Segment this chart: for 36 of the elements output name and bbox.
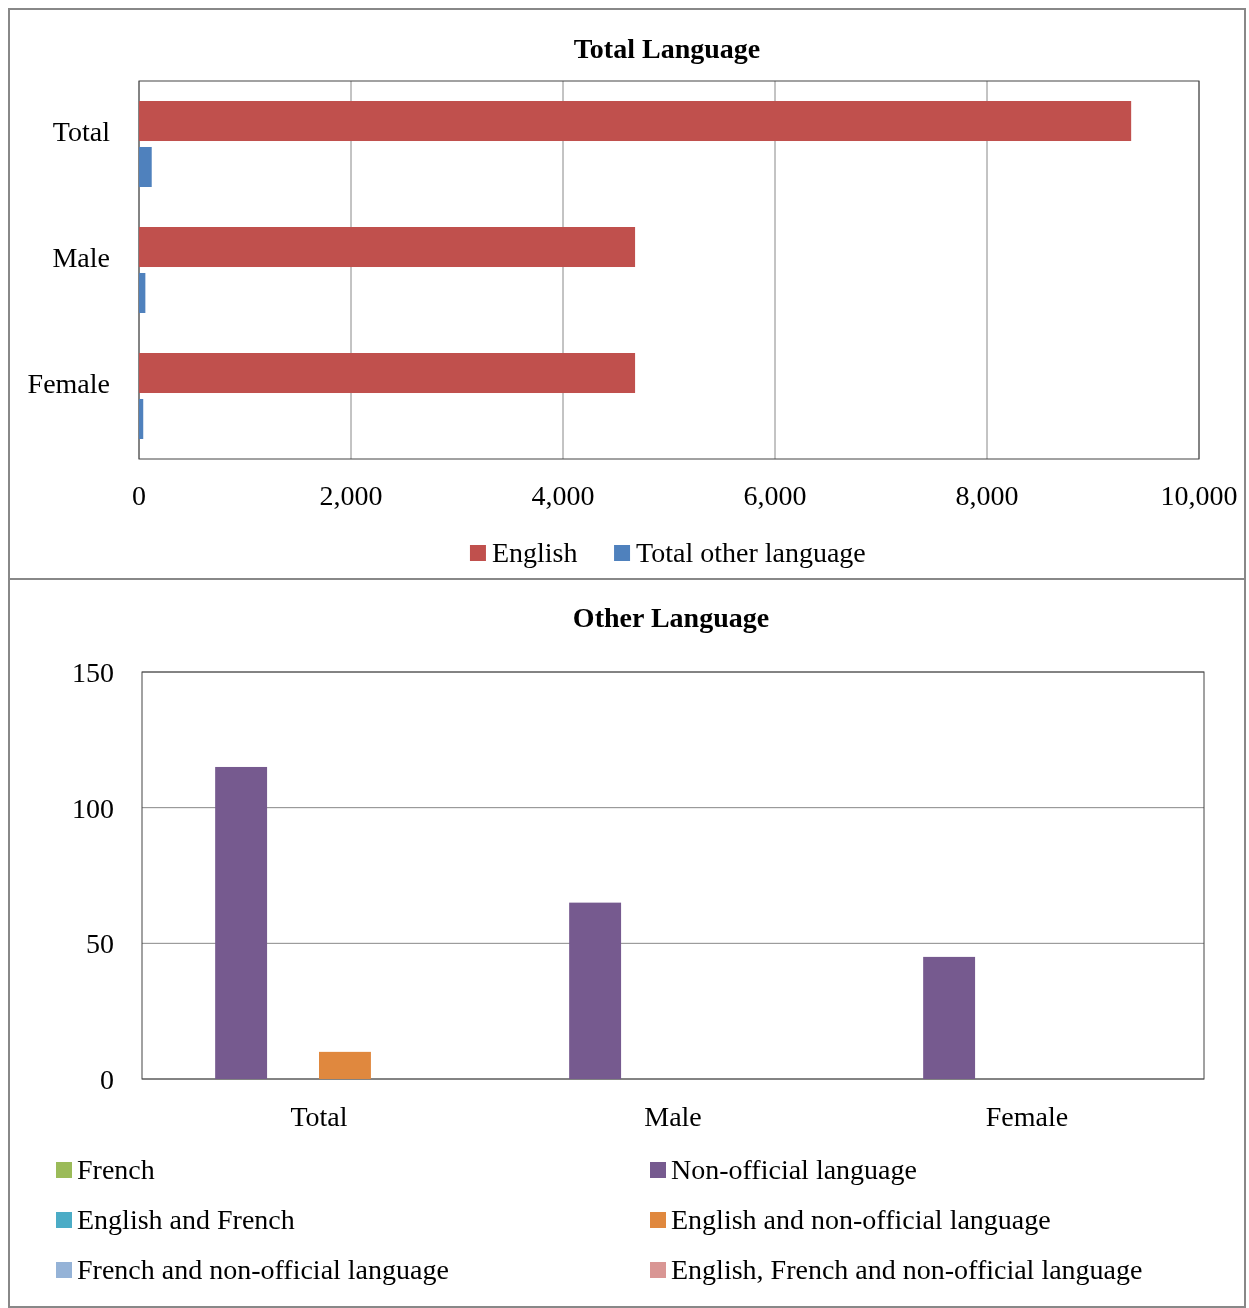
x-tick-label: Female xyxy=(985,1101,1069,1132)
legend-label: English and non-official language xyxy=(671,1204,1051,1235)
legend-label: Non-official language xyxy=(671,1154,917,1185)
legend-label: Total other language xyxy=(636,537,866,568)
y-tick-label: 0 xyxy=(100,1064,114,1095)
bar xyxy=(569,902,622,1079)
bar xyxy=(319,1051,371,1079)
x-tick-label: Male xyxy=(644,1101,702,1132)
x-tick-label: 4,000 xyxy=(531,480,595,511)
bar xyxy=(139,398,144,439)
x-tick-label: Total xyxy=(290,1101,348,1132)
bar xyxy=(215,766,268,1079)
bar xyxy=(139,353,636,394)
x-tick-label: 8,000 xyxy=(955,480,1019,511)
x-tick-label: 2,000 xyxy=(319,480,383,511)
bar xyxy=(139,227,636,268)
bar xyxy=(139,146,152,187)
bar xyxy=(923,956,976,1079)
legend-label: French and non-official language xyxy=(77,1254,449,1285)
legend-label: French xyxy=(77,1154,155,1185)
legend-label: English, French and non-official language xyxy=(671,1254,1143,1285)
y-tick-label: Male xyxy=(52,242,110,273)
bar xyxy=(139,272,146,313)
y-tick-label: Female xyxy=(27,368,110,399)
y-tick-label: Total xyxy=(52,116,111,147)
chart-title: Other Language xyxy=(572,602,770,633)
x-tick-label: 6,000 xyxy=(743,480,807,511)
y-tick-label: 50 xyxy=(86,928,114,960)
x-tick-label: 10,000 xyxy=(1160,480,1238,511)
bar xyxy=(139,101,1132,142)
y-tick-label: 100 xyxy=(72,792,114,824)
y-tick-label: 150 xyxy=(72,657,114,688)
chart-title: Total Language xyxy=(573,33,761,64)
legend-label: English and French xyxy=(77,1204,295,1235)
x-tick-label: 0 xyxy=(132,480,146,511)
legend-label: English xyxy=(491,537,578,568)
